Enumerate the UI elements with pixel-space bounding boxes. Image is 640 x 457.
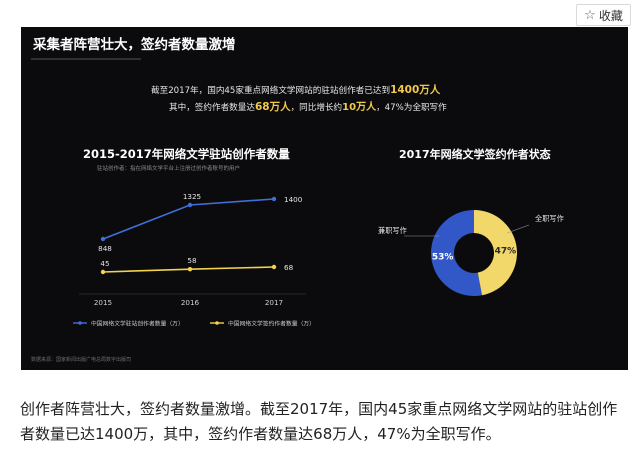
donut-chart: 53% 47% 兼职写作 全职写作 (378, 210, 564, 297)
series-2-point-2 (187, 266, 193, 272)
intro-line2-text-c: ，47%为全职写作 (376, 101, 447, 113)
line-chart: 848 1325 1400 45 58 68 2015 2016 2017 中国网络文学驻站创作者… (73, 192, 315, 328)
intro-line2-text-a: 其中，签约作者数量达 (169, 101, 255, 113)
donut-slice-percent-2: 47% (495, 247, 517, 257)
series-1-point-1 (100, 236, 106, 242)
donut-leader-line-2 (506, 224, 530, 234)
slide-title: 采集者阵营壮大，签约者数量激增 (33, 36, 236, 53)
x-tick-label-2016: 2016 (181, 298, 200, 307)
legend-swatch-dot-1 (78, 321, 82, 325)
article-caption: 创作者阵营壮大，签约者数量激增。截至2017年，国内45家重点网络文学网站的驻站… (20, 400, 618, 443)
line-chart-subtitle: 驻站创作者：指在网络文学平台上注册过创作者账号的用户 (97, 164, 240, 172)
series-2-point-3 (271, 264, 277, 270)
series-1-point-2 (187, 202, 193, 208)
donut-chart-title: 2017年网络文学签约作者状态 (399, 147, 551, 161)
favorite-label: 收藏 (598, 8, 623, 23)
intro-line2-text-b: ，同比增长约 (291, 101, 343, 113)
series-2-value-label-2: 58 (187, 256, 197, 265)
series-1-value-label-3: 1400 (284, 195, 303, 204)
donut-label-2: 全职写作 (535, 214, 564, 223)
donut-slice-percent-1: 53% (432, 252, 454, 262)
x-tick-label-2015: 2015 (94, 298, 112, 307)
series-2-point-1 (100, 269, 106, 275)
slide-footnote: 数据来源：国家新闻出版广电总局数字出版司 (31, 356, 131, 363)
series-2-value-label-1: 45 (100, 259, 109, 268)
series-1-point-3 (271, 196, 277, 202)
intro-line-2: 其中，签约作者数量达68万人，同比增长约10万人，47%为全职写作 (169, 100, 447, 113)
donut-label-1: 兼职写作 (378, 226, 407, 235)
intro-line1-text: 截至2017年，国内45家重点网络文学网站的驻站创作者已达到 (151, 84, 390, 96)
series-1-value-label-1: 848 (98, 244, 112, 253)
line-chart-title: 2015-2017年网络文学驻站创作者数量 (83, 147, 290, 161)
legend-label-1: 中国网络文学驻站创作者数量（万） (91, 320, 184, 328)
legend-swatch-dot-2 (215, 321, 219, 325)
star-icon: ☆ (584, 7, 596, 23)
legend-label-2: 中国网络文学签约作者数量（万） (228, 320, 315, 328)
donut-slice-2 (474, 210, 517, 296)
favorite-button[interactable]: ☆ 收藏 (576, 4, 631, 26)
intro-creators-highlight: 1400万人 (390, 83, 441, 96)
intro-growth-highlight: 10万人 (342, 100, 377, 113)
slide-canvas: 采集者阵营壮大，签约者数量激增 截至2017年，国内45家重点网络文学网站的驻站… (31, 36, 564, 363)
donut-slice-1 (430, 210, 483, 297)
intro-line-1: 截至2017年，国内45家重点网络文学网站的驻站创作者已达到1400万人 (151, 83, 441, 96)
x-tick-label-2017: 2017 (265, 298, 283, 307)
intro-signed-highlight: 68万人 (255, 100, 291, 113)
series-1-value-label-2: 1325 (183, 192, 201, 201)
infographic-slide: 采集者阵营壮大，签约者数量激增 截至2017年，国内45家重点网络文学网站的驻站… (21, 27, 628, 370)
series-2-value-label-3: 68 (284, 263, 294, 272)
